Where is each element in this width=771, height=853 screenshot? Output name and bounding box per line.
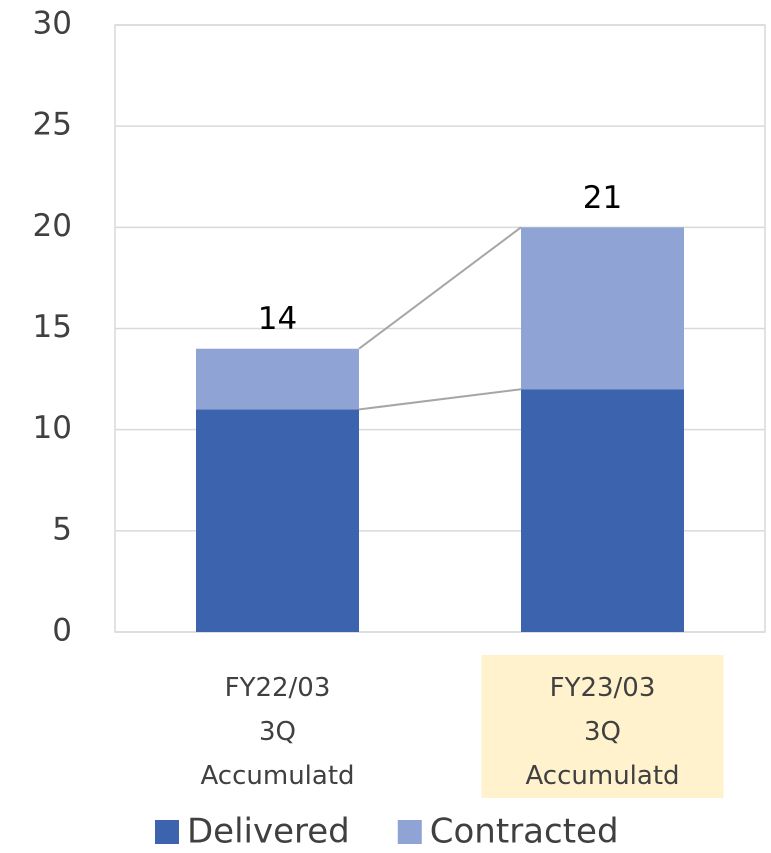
bar-segment [196,348,359,410]
y-tick-label: 20 [33,208,72,244]
y-tick-label: 15 [33,309,72,345]
x-tick-label-line: 3Q [584,717,621,747]
connector-line [358,388,522,411]
connector-line [358,226,522,350]
y-tick-label: 10 [33,410,72,446]
x-tick-label-line: FY22/03 [225,673,331,703]
x-tick-label-line: 3Q [259,717,296,747]
y-tick-label: 5 [52,511,72,547]
x-tick-label-line: Accumulatd [525,761,679,791]
legend-label: Delivered [187,812,350,852]
y-tick-label: 25 [33,107,72,143]
legend-swatch [397,820,422,844]
category-highlight [481,655,724,798]
total-label: 14 [258,301,297,337]
x-tick-label-line: FY23/03 [550,673,656,703]
legend-swatch [155,820,179,844]
bar-segment [521,227,684,390]
x-tick-label-line: Accumulatd [200,761,354,791]
y-tick-label: 30 [33,6,72,42]
x-tick-label: FY23/03 3Q Accumulatd [525,673,679,791]
bar-segment [196,409,359,632]
legend-label: Contracted [430,812,619,852]
y-tick-label: 0 [52,613,72,649]
x-tick-label: FY22/03 3Q Accumulatd [200,673,354,791]
bar-segment [521,389,684,632]
total-label: 21 [583,180,622,216]
